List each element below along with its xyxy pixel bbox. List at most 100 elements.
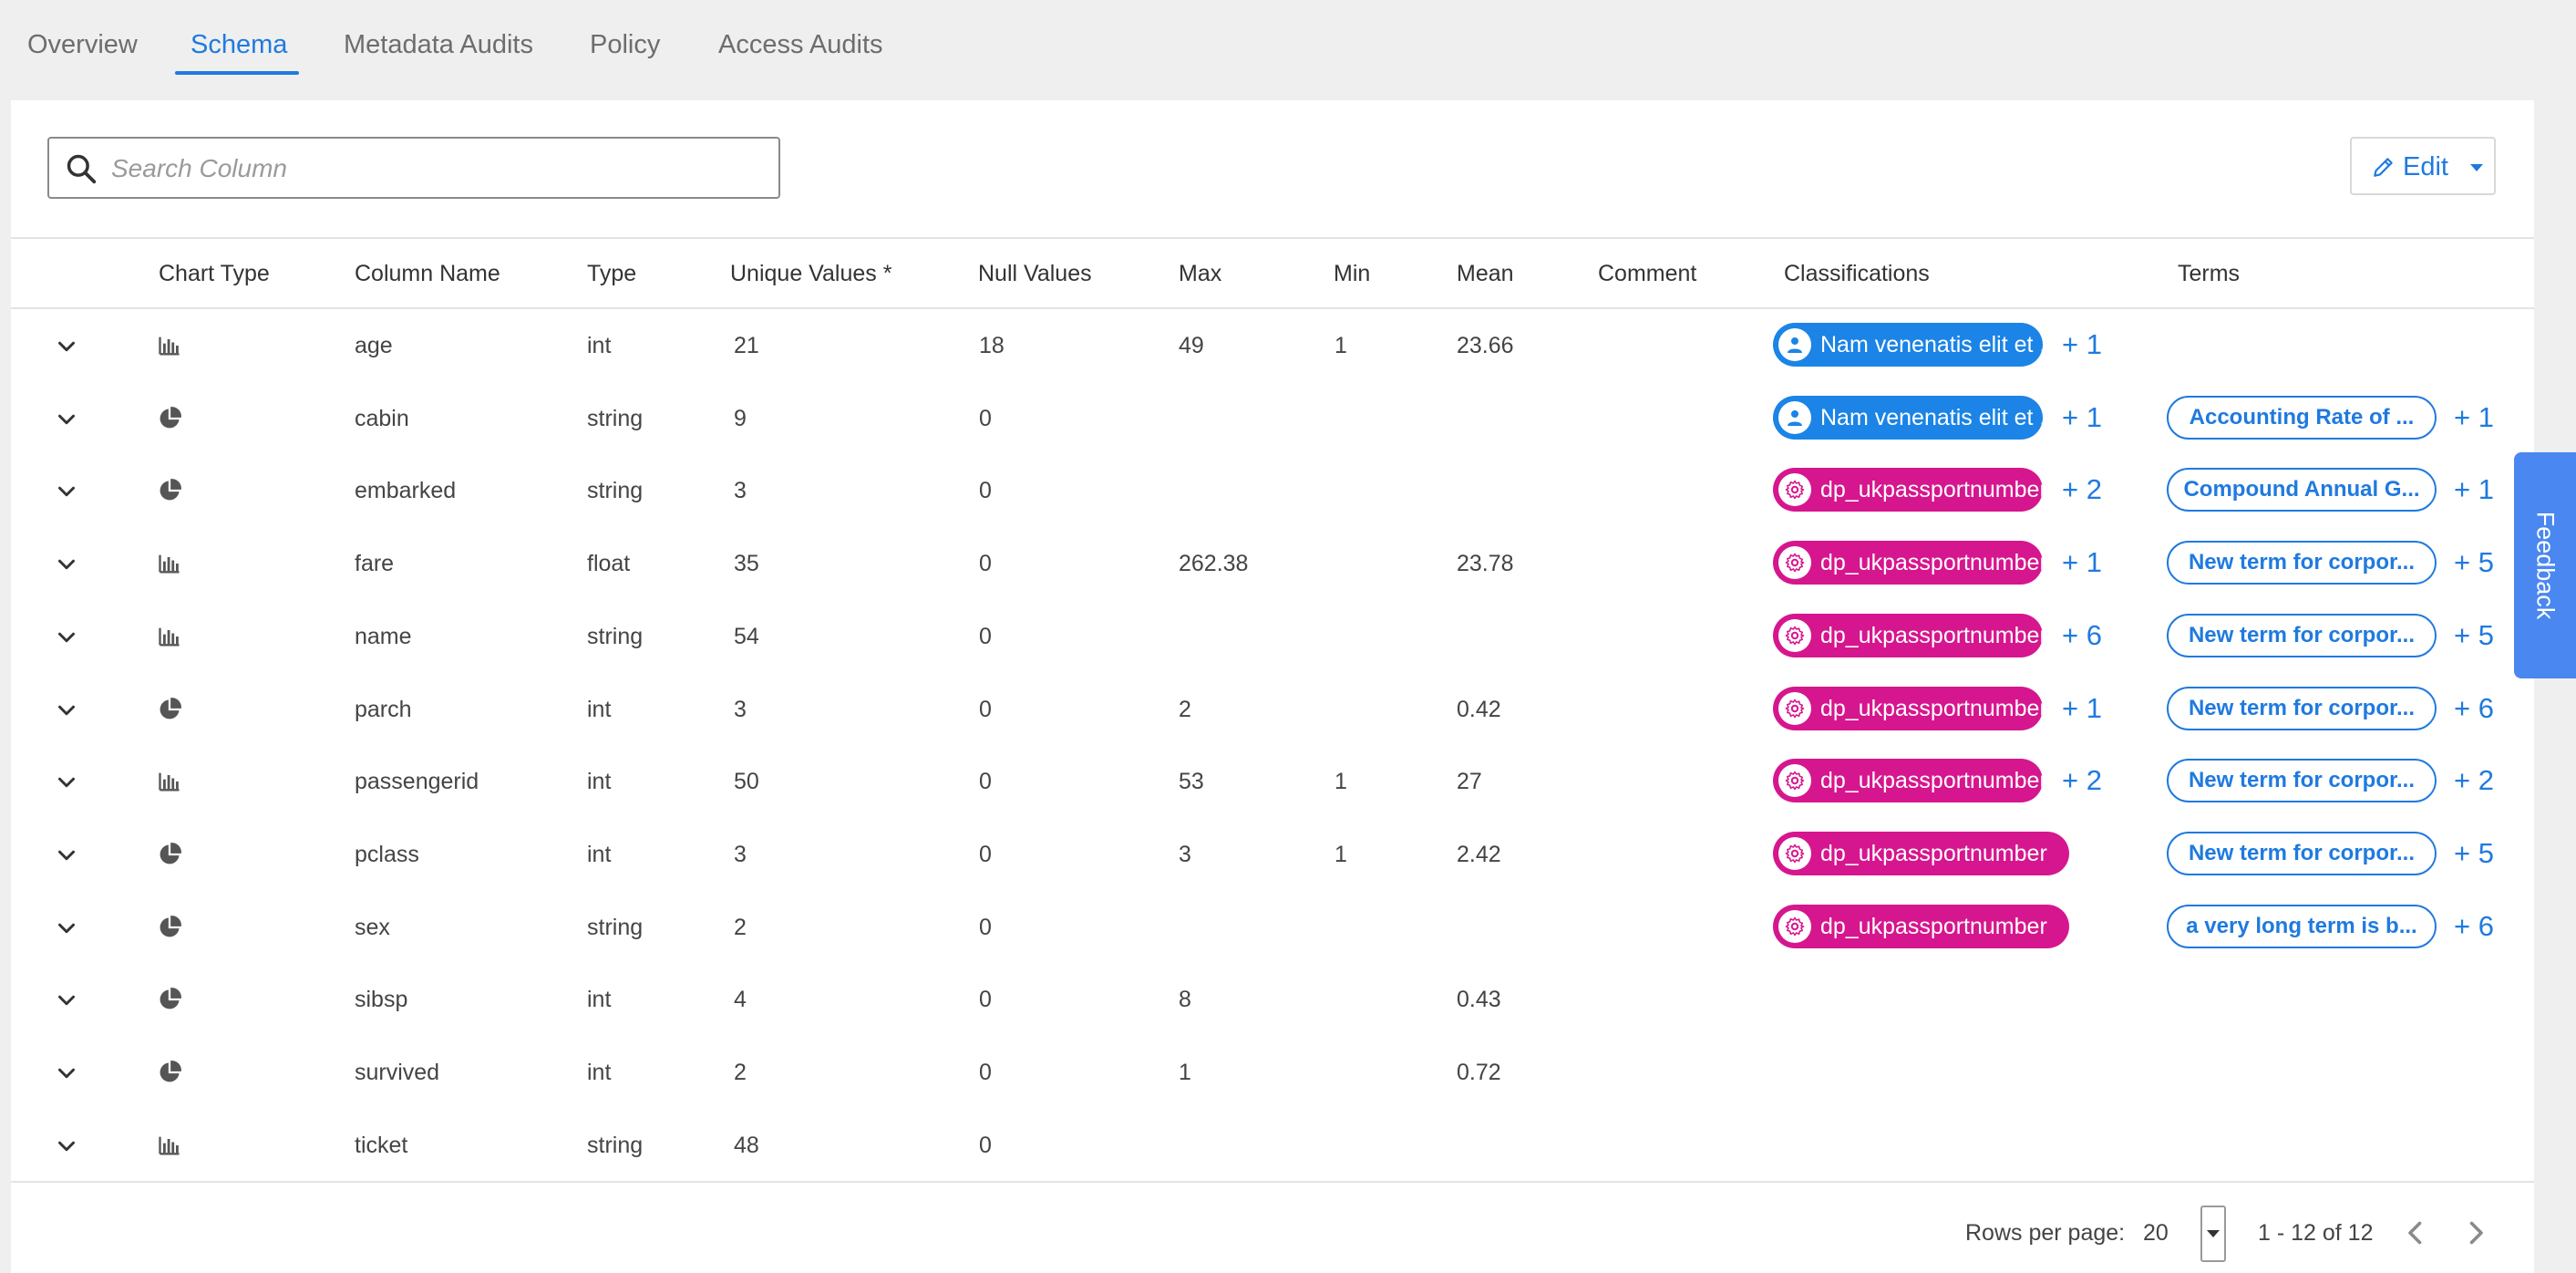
column-type: string xyxy=(587,623,644,649)
chevron-down-icon[interactable] xyxy=(53,987,80,1014)
chevron-down-icon[interactable] xyxy=(53,478,80,505)
term-more[interactable]: + 6 xyxy=(2454,909,2494,942)
classification-more[interactable]: + 2 xyxy=(2062,764,2102,797)
header-classifications[interactable]: Classifications xyxy=(1784,261,1930,286)
term-badge[interactable]: Accounting Rate of ... xyxy=(2167,395,2437,440)
header-mean[interactable]: Mean xyxy=(1457,261,1514,286)
unique-values: 35 xyxy=(734,551,759,577)
chevron-down-icon[interactable] xyxy=(53,551,80,578)
classification-badge[interactable]: Nam venenatis elit et ... xyxy=(1773,323,2043,367)
chevron-down-icon[interactable] xyxy=(53,624,80,651)
search-input[interactable] xyxy=(109,148,751,190)
table-row[interactable]: cabin string 9 0 Nam venenatis elit et ... + … xyxy=(11,382,2534,455)
rows-per-page-value[interactable]: 20 xyxy=(2143,1220,2169,1246)
chevron-down-icon[interactable] xyxy=(53,406,80,433)
classification-more[interactable]: + 6 xyxy=(2062,618,2102,651)
classification-badge[interactable]: dp_ukpassportnumber xyxy=(1773,904,2069,948)
table-row[interactable]: fare float 35 0 262.38 23.78 dp_ukpassportnumb… xyxy=(11,527,2534,600)
classification-badge[interactable]: dp_ukpassportnumber xyxy=(1773,541,2043,585)
max-value: 262.38 xyxy=(1179,551,1249,577)
max-value: 2 xyxy=(1179,696,1191,722)
chevron-down-icon[interactable] xyxy=(53,769,80,796)
header-unique-values[interactable]: Unique Values * xyxy=(730,261,892,286)
term-more[interactable]: + 6 xyxy=(2454,691,2494,724)
column-name: embarked xyxy=(355,478,457,504)
table-row[interactable]: name string 54 0 dp_ukpassportnumber + 6 New t… xyxy=(11,600,2534,673)
next-page-icon[interactable] xyxy=(2459,1216,2492,1249)
term-more[interactable]: + 1 xyxy=(2454,473,2494,506)
chevron-down-icon[interactable] xyxy=(53,842,80,869)
classification-more[interactable]: + 1 xyxy=(2062,691,2102,724)
chevron-down-icon[interactable] xyxy=(53,333,80,360)
table-row[interactable]: age int 21 18 49 1 23.66 Nam venenatis elit et … xyxy=(11,309,2534,382)
header-min[interactable]: Min xyxy=(1334,261,1371,286)
header-column-name[interactable]: Column Name xyxy=(355,261,500,286)
tab-policy[interactable]: Policy xyxy=(590,30,661,59)
classification-badge[interactable]: dp_ukpassportnumber xyxy=(1773,831,2069,875)
header-comment[interactable]: Comment xyxy=(1598,261,1697,286)
term-badge[interactable]: Compound Annual G... xyxy=(2167,468,2437,512)
tab-access-audits[interactable]: Access Audits xyxy=(718,30,883,59)
active-tab-indicator xyxy=(175,71,299,75)
max-value: 3 xyxy=(1179,841,1191,867)
tab-overview[interactable]: Overview xyxy=(27,30,138,59)
header-type[interactable]: Type xyxy=(587,261,637,286)
previous-page-icon[interactable] xyxy=(2399,1216,2432,1249)
classification-badge[interactable]: dp_ukpassportnumber xyxy=(1773,468,2043,512)
header-max[interactable]: Max xyxy=(1179,261,1222,286)
term-badge[interactable]: New term for corpor... xyxy=(2167,831,2437,875)
column-type: int xyxy=(587,987,612,1013)
feedback-button[interactable]: Feedback xyxy=(2514,452,2576,678)
rows-per-page-select[interactable] xyxy=(2200,1206,2226,1262)
classification-more[interactable]: + 1 xyxy=(2062,546,2102,579)
null-values: 0 xyxy=(979,551,992,577)
badge-icon-bg xyxy=(1778,618,1811,652)
table-row[interactable]: passengerid int 50 0 53 1 27 dp_ukpassportnumbe… xyxy=(11,745,2534,818)
header-null-values[interactable]: Null Values xyxy=(978,261,1092,286)
null-values: 0 xyxy=(979,696,992,722)
table-row[interactable]: survived int 2 0 1 0.72 xyxy=(11,1036,2534,1109)
classification-badge[interactable]: Nam venenatis elit et ... xyxy=(1773,395,2043,440)
mean-value: 2.42 xyxy=(1457,841,1501,867)
term-more[interactable]: + 1 xyxy=(2454,400,2494,433)
chevron-down-icon[interactable] xyxy=(53,1133,80,1160)
classification-badge[interactable]: dp_ukpassportnumber xyxy=(1773,686,2043,730)
chevron-down-icon[interactable] xyxy=(53,697,80,724)
classification-label: dp_ukpassportnumber xyxy=(1820,622,2043,648)
tab-metadata-audits[interactable]: Metadata Audits xyxy=(344,30,533,59)
classification-badge[interactable]: dp_ukpassportnumber xyxy=(1773,613,2043,657)
table-row[interactable]: sibsp int 4 0 8 0.43 xyxy=(11,963,2534,1036)
term-more[interactable]: + 2 xyxy=(2454,764,2494,797)
classification-label: dp_ukpassportnumber xyxy=(1820,768,2043,794)
null-values: 0 xyxy=(979,1132,992,1158)
min-value: 1 xyxy=(1334,333,1347,358)
term-badge[interactable]: New term for corpor... xyxy=(2167,541,2437,585)
header-terms[interactable]: Terms xyxy=(2178,261,2241,286)
term-more[interactable]: + 5 xyxy=(2454,618,2494,651)
term-badge[interactable]: New term for corpor... xyxy=(2167,686,2437,730)
term-badge[interactable]: New term for corpor... xyxy=(2167,613,2437,657)
table-row[interactable]: parch int 3 0 2 0.42 dp_ukpassportnumber + 1 New… xyxy=(11,673,2534,746)
term-more[interactable]: + 5 xyxy=(2454,836,2494,869)
chevron-down-icon[interactable] xyxy=(53,915,80,942)
header-chart-type[interactable]: Chart Type xyxy=(159,261,270,286)
term-badge[interactable]: a very long term is b... xyxy=(2167,904,2437,948)
edit-button[interactable]: Edit xyxy=(2350,137,2496,195)
term-more[interactable]: + 5 xyxy=(2454,546,2494,579)
table-row[interactable]: pclass int 3 0 3 1 2.42 dp_ukpassportnumber New … xyxy=(11,818,2534,891)
classification-badge[interactable]: dp_ukpassportnumber xyxy=(1773,759,2043,803)
term-badge[interactable]: New term for corpor... xyxy=(2167,759,2437,803)
pagination-range: 1 - 12 of 12 xyxy=(2258,1220,2374,1246)
chevron-down-icon[interactable] xyxy=(53,1060,80,1087)
classification-more[interactable]: + 1 xyxy=(2062,328,2102,360)
null-values: 0 xyxy=(979,987,992,1013)
classification-more[interactable]: + 1 xyxy=(2062,400,2102,433)
table-row[interactable]: sex string 2 0 dp_ukpassportnumber a very lon… xyxy=(11,891,2534,964)
classification-more[interactable]: + 2 xyxy=(2062,473,2102,506)
column-name: fare xyxy=(355,551,395,577)
tab-schema[interactable]: Schema xyxy=(191,30,288,59)
user-icon xyxy=(1788,409,1802,426)
mean-value: 23.66 xyxy=(1457,333,1514,358)
table-row[interactable]: embarked string 3 0 dp_ukpassportnumber + 2 Co… xyxy=(11,454,2534,527)
table-row[interactable]: ticket string 48 0 xyxy=(11,1109,2534,1182)
